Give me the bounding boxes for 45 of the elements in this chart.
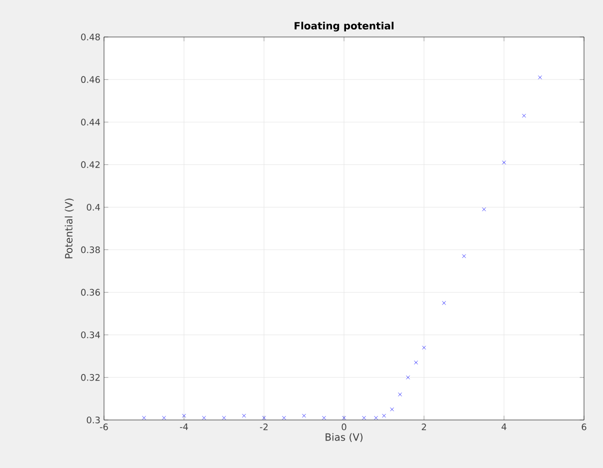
x-tick-label: -6 [100, 424, 108, 430]
point [398, 392, 402, 396]
x-axis-title: Bias (V) [326, 433, 362, 442]
point [406, 375, 410, 380]
point [462, 254, 466, 258]
y-tick-label: 0.34 [81, 331, 100, 338]
y-tick-label: 0.44 [81, 118, 100, 126]
point [374, 416, 378, 420]
point [262, 416, 266, 420]
point [382, 414, 386, 418]
point [362, 416, 366, 420]
point [282, 416, 286, 420]
x-tick-label: -2 [260, 424, 268, 430]
point [414, 360, 418, 365]
point [242, 414, 246, 418]
point [522, 114, 526, 118]
x-tick-label: 6 [582, 424, 586, 430]
point [162, 416, 166, 420]
point [202, 416, 206, 420]
point [302, 414, 306, 418]
point [538, 75, 542, 80]
y-tick-label: 0.48 [81, 34, 100, 40]
y-tick-label: 0.46 [81, 76, 100, 83]
point [482, 207, 486, 212]
point [322, 416, 326, 420]
point [182, 414, 186, 418]
y-axis-title: Potential (V) [64, 198, 74, 258]
y-tick-label: 0.32 [81, 374, 100, 381]
x-tick-label: 0 [342, 424, 346, 430]
chart-title: Floating potential [294, 22, 394, 32]
y-tick-label: 0.4 [86, 204, 100, 211]
point [422, 346, 426, 350]
point [390, 407, 394, 412]
x-tick-label: 4 [502, 424, 506, 430]
y-tick-label: 0.38 [81, 246, 100, 254]
y-tick-label: 0.42 [81, 161, 100, 168]
point [342, 416, 346, 420]
y-tick-label: 0.3 [86, 416, 100, 424]
point [502, 160, 506, 164]
point [142, 416, 146, 420]
point [442, 300, 446, 305]
x-tick-label: -4 [180, 424, 188, 430]
point [222, 416, 226, 420]
x-tick-label: 2 [422, 424, 426, 430]
y-tick-label: 0.36 [81, 288, 100, 296]
